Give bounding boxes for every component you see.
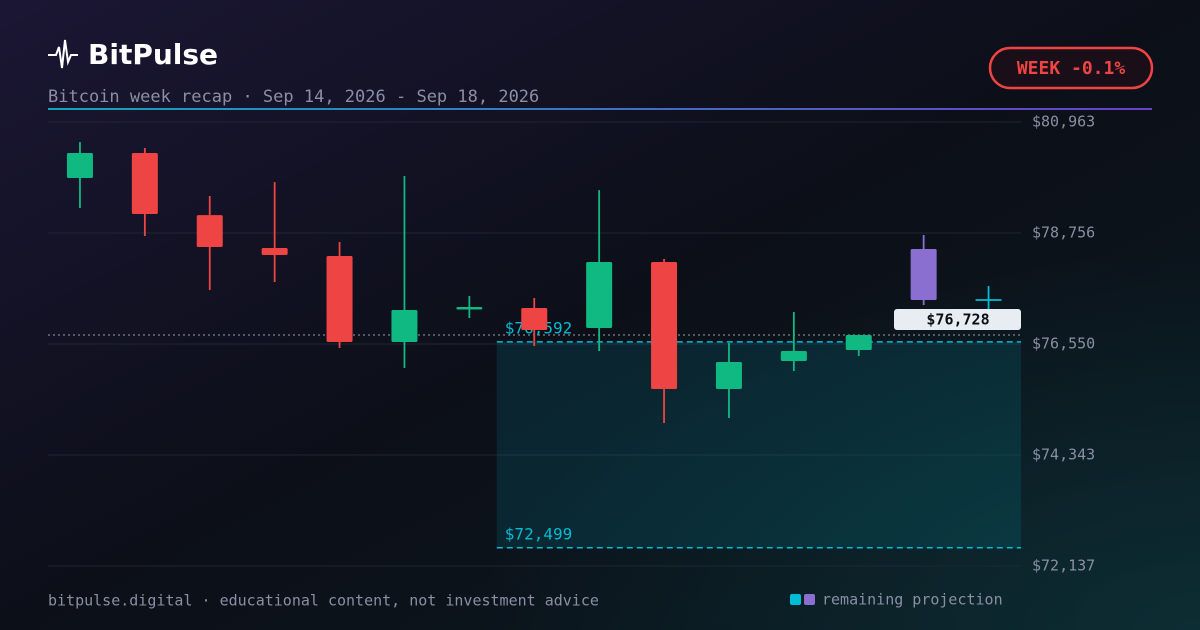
y-tick-label: $76,550 <box>1032 335 1095 353</box>
price-label-box <box>894 309 1021 331</box>
badge <box>988 46 1154 90</box>
zone-bottom-label: $72,499 <box>505 524 572 543</box>
candle-body <box>326 256 353 343</box>
candle-body <box>521 308 548 331</box>
candle-body <box>780 351 807 362</box>
logo-icon <box>48 39 78 69</box>
header-rule <box>48 108 1152 110</box>
candle-body <box>261 248 288 256</box>
candle-body <box>456 307 483 310</box>
brand: BitPulse <box>88 38 218 71</box>
candle-body <box>391 310 418 343</box>
y-tick-label: $80,963 <box>1032 113 1095 131</box>
candle-body <box>131 153 158 215</box>
footer: bitpulse.digital · educational content, … <box>48 592 599 610</box>
projection-zone <box>496 341 1021 548</box>
price-label: $76,728 <box>926 311 989 329</box>
candle-body <box>66 153 93 179</box>
candle-body <box>651 262 678 390</box>
candle-body <box>196 215 223 248</box>
candle-body <box>715 362 742 390</box>
candle-body <box>910 249 937 301</box>
y-tick-label: $72,137 <box>1032 557 1095 575</box>
subtitle: Bitcoin week recap · Sep 14, 2026 - Sep … <box>48 87 539 107</box>
y-tick-label: $74,343 <box>1032 446 1095 464</box>
y-tick-label: $78,756 <box>1032 224 1095 242</box>
legend-label: remaining projection <box>822 591 1003 609</box>
legend-swatch <box>790 594 801 605</box>
badge-text: WEEK -0.1% <box>1017 58 1126 79</box>
candle-body <box>586 262 613 329</box>
candle-body <box>845 335 872 351</box>
legend-swatch <box>804 594 815 605</box>
